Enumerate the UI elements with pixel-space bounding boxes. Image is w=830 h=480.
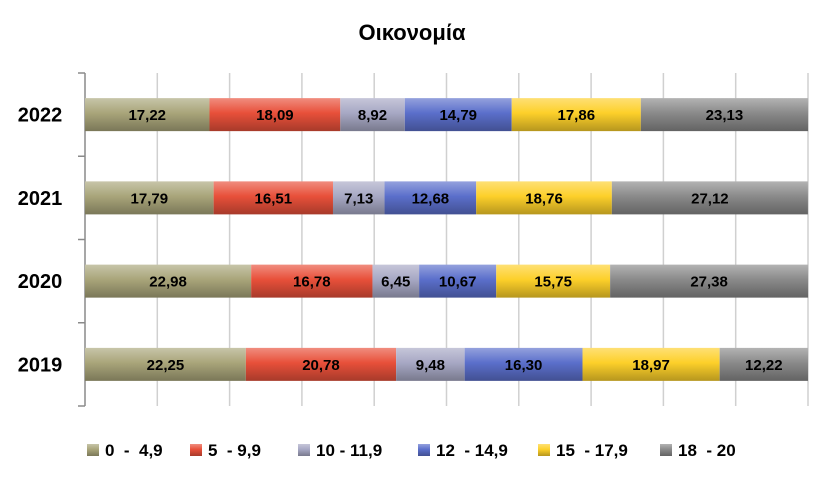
- legend-swatch: [298, 444, 310, 456]
- y-axis: 2022 2021 2020 2019: [18, 72, 85, 407]
- bar-segment: [251, 264, 373, 298]
- bar-segment: [476, 181, 612, 215]
- bar-segment: [213, 181, 333, 215]
- legend-label: 15 - 17,9: [556, 441, 628, 460]
- bar-segment: [85, 347, 246, 381]
- y-tick-label: 2022: [18, 105, 63, 127]
- legend-label: 12 - 14,9: [436, 441, 508, 460]
- y-tick-label: 2020: [18, 271, 63, 293]
- data-label: 14,79: [439, 107, 477, 124]
- y-tick-label: 2021: [18, 188, 63, 210]
- data-label: 27,12: [691, 190, 729, 207]
- data-label: 17,86: [558, 107, 596, 124]
- bar-segment: [464, 347, 583, 381]
- data-label: 18,76: [525, 190, 563, 207]
- bar-segment: [245, 347, 397, 381]
- data-label: 8,92: [358, 107, 387, 124]
- bars: [85, 98, 809, 381]
- data-label: 12,22: [745, 357, 783, 374]
- legend-label: 0 - 4,9: [105, 441, 163, 460]
- bar-segment: [85, 98, 210, 132]
- bar-segment: [404, 98, 512, 132]
- bar-segment: [332, 181, 385, 215]
- data-label: 15,75: [534, 274, 572, 291]
- chart-title: Οικονομία: [359, 20, 466, 45]
- bar-segment: [209, 98, 341, 132]
- legend-swatch: [418, 444, 430, 456]
- data-label: 22,25: [147, 357, 185, 374]
- bar-segment: [496, 264, 611, 298]
- bar-segment: [372, 264, 420, 298]
- legend-label: 18 - 20: [678, 441, 736, 460]
- data-label: 23,13: [706, 107, 744, 124]
- data-label: 17,79: [131, 190, 169, 207]
- data-labels: 17,22 18,09 8,92 14,79 17,86 23,13 17,79 16,51 7…: [128, 107, 782, 374]
- data-label: 16,78: [293, 274, 331, 291]
- bar-segment: [511, 98, 641, 132]
- legend-swatch: [87, 444, 99, 456]
- y-tick-label: 2019: [18, 354, 63, 376]
- bar-segment: [582, 347, 720, 381]
- data-label: 20,78: [302, 357, 340, 374]
- data-label: 18,09: [256, 107, 294, 124]
- legend-swatch: [190, 444, 202, 456]
- legend: 0 - 4,9 5 - 9,9 10 - 11,9 12 - 14,9 15 - 17,…: [87, 441, 736, 460]
- legend-swatch: [660, 444, 672, 456]
- data-label: 16,30: [505, 357, 543, 374]
- bar-segment: [640, 98, 809, 132]
- bar-segment: [719, 347, 808, 381]
- bar-segment: [340, 98, 405, 132]
- legend-label: 5 - 9,9: [208, 441, 261, 460]
- data-label: 7,13: [344, 190, 373, 207]
- bar-segment: [419, 264, 497, 298]
- bar-segment: [611, 181, 808, 215]
- data-label: 6,45: [381, 274, 410, 291]
- data-label: 22,98: [149, 274, 187, 291]
- legend-label: 10 - 11,9: [316, 441, 382, 460]
- bar-segment: [610, 264, 809, 298]
- data-label: 10,67: [439, 274, 477, 291]
- data-label: 18,97: [632, 357, 670, 374]
- data-label: 12,68: [412, 190, 450, 207]
- data-label: 17,22: [128, 107, 166, 124]
- bar-segment: [85, 264, 252, 298]
- bar-segment: [85, 181, 214, 215]
- data-label: 16,51: [255, 190, 293, 207]
- data-label: 27,38: [690, 274, 728, 291]
- data-label: 9,48: [416, 357, 445, 374]
- bar-segment: [384, 181, 477, 215]
- legend-swatch: [538, 444, 550, 456]
- bar-segment: [396, 347, 465, 381]
